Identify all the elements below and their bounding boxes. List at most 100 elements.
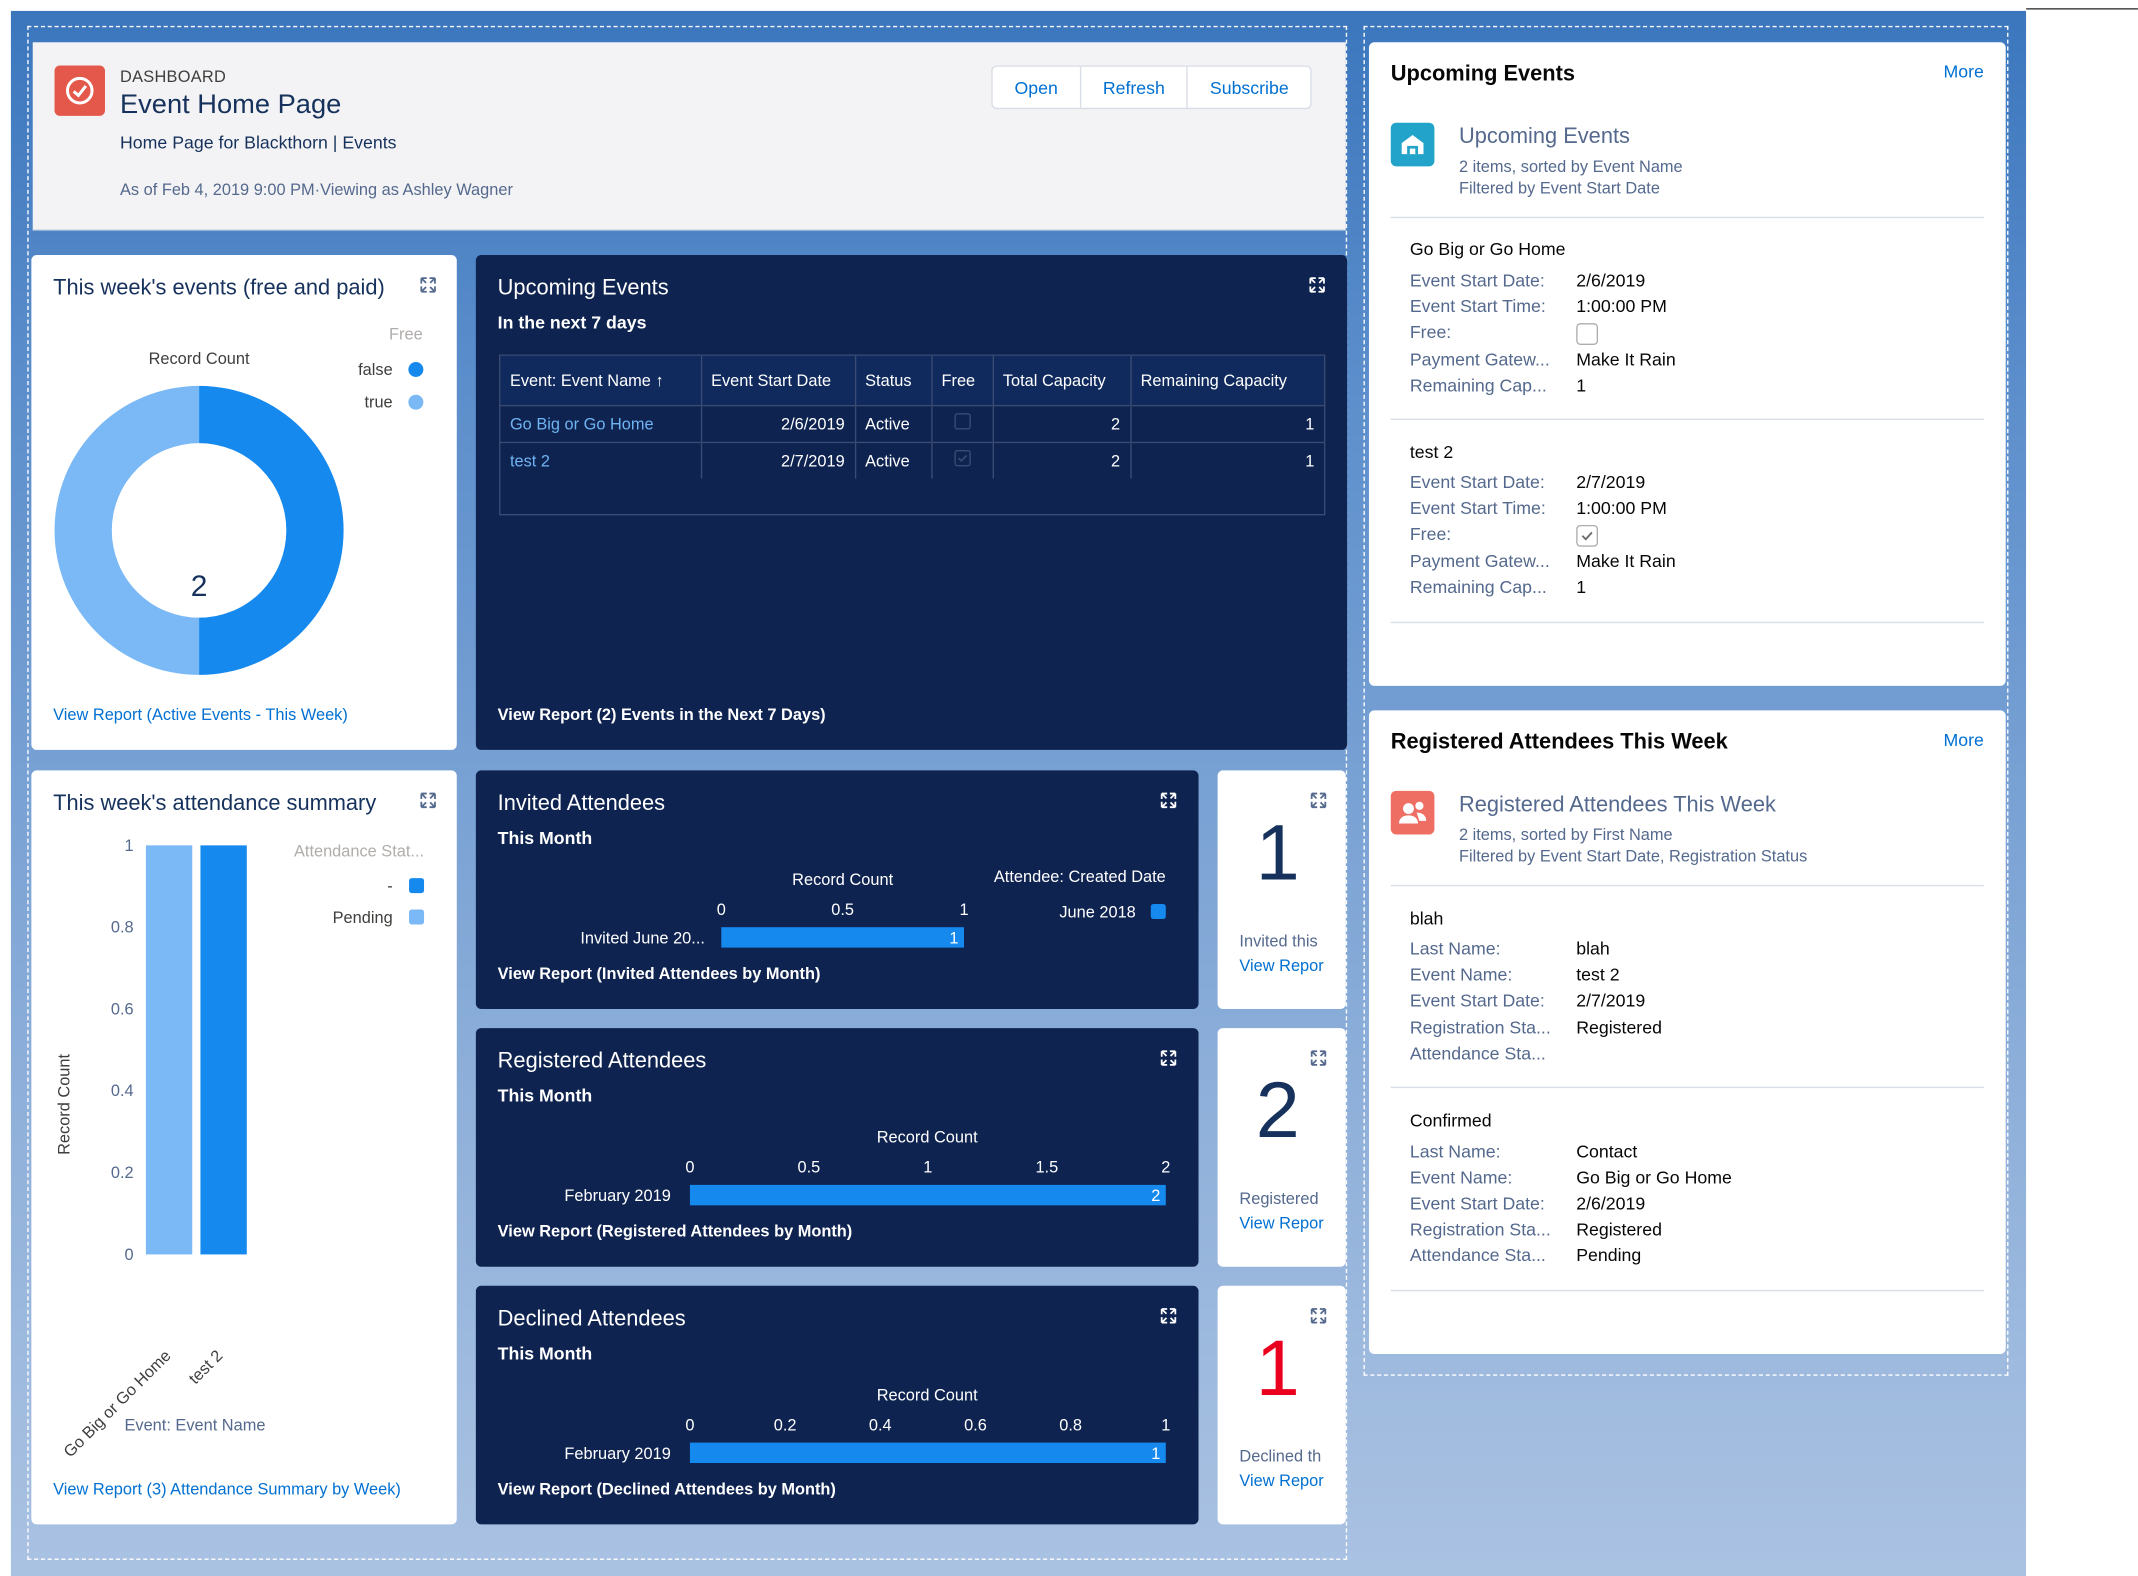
- attendance-y-tick: 0.4: [111, 1082, 134, 1100]
- expand-icon[interactable]: [420, 277, 436, 293]
- donut-legend-label: true: [364, 394, 392, 412]
- record-field: Attendance Sta...: [1409, 1043, 1546, 1064]
- list-view-name[interactable]: Registered Attendees This Week: [1458, 793, 1776, 817]
- column-header-remaining-capacity[interactable]: Remaining Capacity: [1130, 355, 1324, 405]
- donut-legend-swatch: [408, 362, 424, 378]
- dashboard-canvas: [27, 25, 1348, 1560]
- bar-x-tick: 0: [685, 1159, 694, 1177]
- column-header-free[interactable]: Free: [931, 355, 994, 405]
- declined-report-link[interactable]: View Report (Declined Attendees by Month…: [497, 1479, 836, 1499]
- bar-x-tick: 1.5: [1035, 1159, 1058, 1177]
- record-field: Remaining Cap... 1: [1409, 374, 1587, 396]
- registered-x-axis-title: Record Count: [877, 1129, 978, 1147]
- declined-bar-chart: Record Count February 2019 0 0.2 0.4 0.6 0.8…: [564, 1386, 1170, 1464]
- attendee-object-icon: [1390, 790, 1435, 835]
- table-row: Go Big or Go Home 2/6/2019 Active 2 1: [500, 404, 1324, 442]
- donut-report-link[interactable]: View Report (Active Events - This Week): [53, 704, 348, 725]
- attendance-bar[interactable]: [200, 845, 247, 1255]
- donut-slice[interactable]: [199, 385, 344, 675]
- expand-icon[interactable]: [1310, 1050, 1327, 1066]
- check-icon: [1581, 531, 1593, 541]
- list-card-title: Registered Attendees This Week: [1390, 730, 1728, 755]
- metric-value: 1: [1255, 808, 1300, 898]
- invited-legend-title: Attendee: Created Date: [994, 868, 1166, 886]
- metric-value: 1: [1255, 1323, 1300, 1413]
- record-title[interactable]: test 2: [1409, 441, 1454, 463]
- page-title: Event Home Page: [119, 89, 342, 120]
- expand-icon[interactable]: [1309, 277, 1325, 293]
- divider: [1390, 216, 1984, 219]
- table-card-subtitle: In the next 7 days: [497, 312, 647, 333]
- record-field: Event Start Date: 2/6/2019: [1409, 269, 1646, 291]
- invited-card-title: Invited Attendees: [497, 792, 666, 816]
- metric-card-registered: 2 Registered View Repor: [1217, 1028, 1346, 1267]
- event-name-link[interactable]: Go Big or Go Home: [509, 413, 654, 433]
- more-link[interactable]: More: [1943, 61, 1984, 82]
- record-field: Remaining Cap... 1: [1409, 576, 1587, 598]
- bar-data-label: 1: [1151, 1445, 1160, 1463]
- record-title[interactable]: Go Big or Go Home: [1409, 238, 1566, 260]
- events-table: Event: Event Name ↑ Event Start Date Sta…: [499, 354, 1326, 516]
- list-view-meta: 2 items, sorted by First Name: [1458, 824, 1673, 845]
- horizontal-bar[interactable]: [689, 1442, 1166, 1464]
- event-name-link[interactable]: test 2: [509, 450, 550, 471]
- metric-label: Declined th: [1239, 1446, 1322, 1466]
- record-field: Event Start Date: 2/7/2019: [1409, 471, 1646, 493]
- record-field: Event Start Date: 2/7/2019: [1409, 989, 1646, 1011]
- expand-icon[interactable]: [1310, 1308, 1327, 1324]
- expand-icon[interactable]: [1160, 1308, 1177, 1324]
- more-link[interactable]: More: [1943, 729, 1984, 750]
- column-header-event-name[interactable]: Event: Event Name ↑: [500, 355, 702, 405]
- column-header-total-capacity[interactable]: Total Capacity: [992, 355, 1132, 405]
- check-icon: [957, 455, 967, 463]
- attendance-bar[interactable]: [145, 845, 193, 1255]
- record-title[interactable]: blah: [1409, 908, 1444, 929]
- donut-slice[interactable]: [54, 385, 200, 675]
- list-view-name[interactable]: Upcoming Events: [1458, 125, 1630, 149]
- divider: [1390, 418, 1984, 420]
- free-checkbox-checked: [1576, 524, 1599, 547]
- record-field: Free:: [1410, 322, 1599, 345]
- record-field: Registration Sta... Registered: [1409, 1218, 1662, 1240]
- attendance-y-tick: 0: [125, 1246, 134, 1264]
- subscribe-button[interactable]: Subscribe: [1209, 77, 1289, 98]
- table-row: test 2 2/7/2019 Active 2 1: [500, 441, 1324, 479]
- attendance-legend-swatch: [409, 878, 425, 894]
- open-button[interactable]: Open: [993, 66, 1081, 108]
- column-header-status[interactable]: Status: [854, 355, 932, 405]
- bar-x-tick: 0: [717, 901, 726, 919]
- attendance-y-tick: 1: [125, 837, 134, 855]
- column-header-start-date[interactable]: Event Start Date: [700, 355, 856, 405]
- bar-x-tick: 0.4: [869, 1416, 892, 1434]
- record-field: Payment Gatew... Make It Rain: [1409, 349, 1676, 370]
- attendance-report-link[interactable]: View Report (3) Attendance Summary by We…: [53, 1479, 401, 1499]
- invited-legend-label: June 2018: [1059, 904, 1135, 922]
- expand-icon[interactable]: [1160, 1050, 1177, 1066]
- table-cell-date: 2/6/2019: [700, 404, 856, 442]
- registered-bar-chart: Record Count February 2019 0 0.5 1 1.5 22: [564, 1129, 1170, 1206]
- expand-icon[interactable]: [1160, 792, 1177, 809]
- invited-card-subtitle: This Month: [497, 827, 593, 849]
- metric-report-link[interactable]: View Repor: [1239, 955, 1324, 975]
- refresh-button[interactable]: Refresh: [1081, 66, 1189, 108]
- table-cell-date: 2/7/2019: [700, 441, 856, 479]
- record-field: Last Name: blah: [1409, 938, 1610, 959]
- table-report-link[interactable]: View Report (2) Events in the Next 7 Day…: [497, 704, 826, 725]
- metric-report-link[interactable]: View Repor: [1239, 1213, 1324, 1233]
- horizontal-bar[interactable]: [721, 927, 964, 948]
- bar-x-tick: 0.6: [964, 1416, 987, 1434]
- registered-report-link[interactable]: View Report (Registered Attendees by Mon…: [497, 1221, 853, 1241]
- record-field: Last Name: Contact: [1409, 1141, 1638, 1162]
- invited-report-link[interactable]: View Report (Invited Attendees by Month): [497, 963, 821, 984]
- donut-center-value: 2: [191, 570, 208, 603]
- bar-x-tick: 0.2: [774, 1416, 797, 1434]
- metric-report-link[interactable]: View Repor: [1239, 1471, 1324, 1491]
- registered-card-subtitle: This Month: [497, 1085, 593, 1106]
- expand-icon[interactable]: [1310, 792, 1327, 809]
- record-title[interactable]: Confirmed: [1409, 1109, 1492, 1131]
- expand-icon[interactable]: [420, 792, 436, 809]
- horizontal-bar[interactable]: [689, 1184, 1166, 1206]
- attendance-bar-chart: Attendance Stat... - Pending Record Coun…: [56, 837, 425, 1461]
- record-field: Event Start Time: 1:00:00 PM: [1409, 497, 1667, 519]
